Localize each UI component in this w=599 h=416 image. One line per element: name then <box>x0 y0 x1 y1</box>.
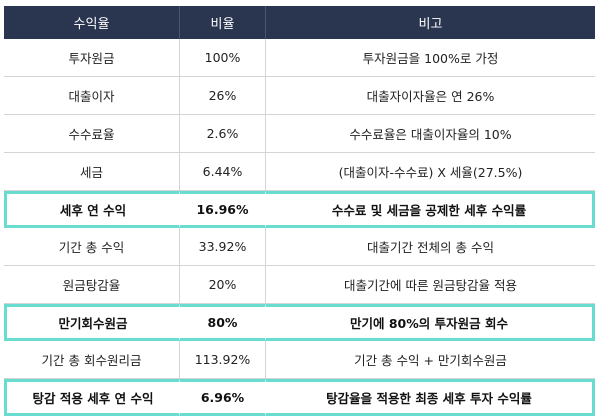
cell-ratio: 2.6% <box>180 115 266 153</box>
cell-note: 투자원금을 100%로 가정 <box>266 39 595 77</box>
cell-item: 수수료율 <box>4 115 180 153</box>
highlighted-row: 만기회수원금 80% 만기에 80%의 투자원금 회수 <box>4 304 595 341</box>
cell-item: 기간 총 수익 <box>4 228 180 266</box>
header-row: 수익율 비율 비고 <box>4 6 595 39</box>
cell-note: 수수료 및 세금을 공제한 세후 수익률 <box>266 191 595 228</box>
table-row: 세금 6.44% (대출이자-수수료) X 세율(27.5%) <box>4 153 595 191</box>
cell-note: 기간 총 수익 + 만기회수원금 <box>266 341 595 379</box>
cell-ratio: 26% <box>180 77 266 115</box>
cell-ratio: 6.96% <box>180 379 266 416</box>
cell-note: 대출기간에 따른 원금탕감율 적용 <box>266 266 595 304</box>
cell-ratio: 6.44% <box>180 153 266 191</box>
table-row: 원금탕감율 20% 대출기간에 따른 원금탕감율 적용 <box>4 266 595 304</box>
cell-ratio: 100% <box>180 39 266 77</box>
cell-item: 세후 연 수익 <box>4 191 180 228</box>
table-row: 기간 총 수익 33.92% 대출기간 전체의 총 수익 <box>4 228 595 266</box>
table-row: 투자원금 100% 투자원금을 100%로 가정 <box>4 39 595 77</box>
cell-ratio: 20% <box>180 266 266 304</box>
cell-item: 원금탕감율 <box>4 266 180 304</box>
cell-ratio: 113.92% <box>180 341 266 379</box>
cell-item: 투자원금 <box>4 39 180 77</box>
cell-item: 대출이자 <box>4 77 180 115</box>
cell-note: 탕감율을 적용한 최종 세후 투자 수익률 <box>266 379 595 416</box>
returns-table: 수익율 비율 비고 투자원금 100% 투자원금을 100%로 가정 대출이자 … <box>4 6 595 416</box>
cell-item: 만기회수원금 <box>4 304 180 341</box>
cell-item: 탕감 적용 세후 연 수익 <box>4 379 180 416</box>
header-item: 수익율 <box>4 6 180 39</box>
table-row: 수수료율 2.6% 수수료율은 대출이자율의 10% <box>4 115 595 153</box>
cell-note: 대출자이자율은 연 26% <box>266 77 595 115</box>
table-header: 수익율 비율 비고 <box>4 6 595 39</box>
highlighted-row: 세후 연 수익 16.96% 수수료 및 세금을 공제한 세후 수익률 <box>4 191 595 228</box>
header-note: 비고 <box>266 6 595 39</box>
cell-note: (대출이자-수수료) X 세율(27.5%) <box>266 153 595 191</box>
cell-note: 만기에 80%의 투자원금 회수 <box>266 304 595 341</box>
highlighted-row: 탕감 적용 세후 연 수익 6.96% 탕감율을 적용한 최종 세후 투자 수익… <box>4 379 595 416</box>
table-row: 기간 총 회수원리금 113.92% 기간 총 수익 + 만기회수원금 <box>4 341 595 379</box>
cell-note: 대출기간 전체의 총 수익 <box>266 228 595 266</box>
returns-table-container: 수익율 비율 비고 투자원금 100% 투자원금을 100%로 가정 대출이자 … <box>4 6 595 416</box>
table-body: 투자원금 100% 투자원금을 100%로 가정 대출이자 26% 대출자이자율… <box>4 39 595 416</box>
cell-ratio: 16.96% <box>180 191 266 228</box>
cell-item: 세금 <box>4 153 180 191</box>
cell-ratio: 33.92% <box>180 228 266 266</box>
cell-note: 수수료율은 대출이자율의 10% <box>266 115 595 153</box>
cell-ratio: 80% <box>180 304 266 341</box>
header-ratio: 비율 <box>180 6 266 39</box>
table-row: 대출이자 26% 대출자이자율은 연 26% <box>4 77 595 115</box>
cell-item: 기간 총 회수원리금 <box>4 341 180 379</box>
